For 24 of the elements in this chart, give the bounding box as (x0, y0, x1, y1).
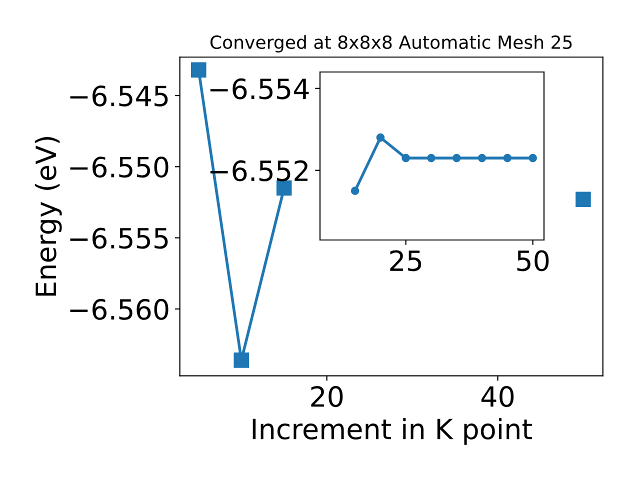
point (576, 192, 591, 208)
y-tick-label: −6.560 (70, 298, 168, 320)
point (427, 154, 436, 162)
point (528, 154, 537, 162)
point (452, 154, 461, 162)
y-axis-title: Energy (eV) (34, 136, 62, 296)
y-tick-label: −6.554 (210, 78, 309, 100)
x-tick-label: 25 (390, 250, 422, 272)
y-tick-label: −6.545 (70, 85, 168, 106)
point (503, 154, 512, 162)
x-tick-label: 20 (311, 386, 343, 408)
x-tick-label: 50 (517, 250, 549, 272)
y-tick-label: −6.555 (70, 228, 168, 249)
point (350, 186, 360, 195)
chart-title: Converged at 8x8x8 Automatic Mesh 25 (210, 35, 572, 53)
x-tick-label: 40 (481, 386, 514, 408)
point (276, 180, 292, 196)
point (191, 62, 206, 78)
x-axis-title: Increment in K point (252, 418, 532, 445)
point (478, 154, 486, 162)
point (376, 133, 385, 142)
point (402, 154, 410, 162)
y-tick-label: −6.550 (70, 156, 168, 178)
point (234, 352, 250, 368)
